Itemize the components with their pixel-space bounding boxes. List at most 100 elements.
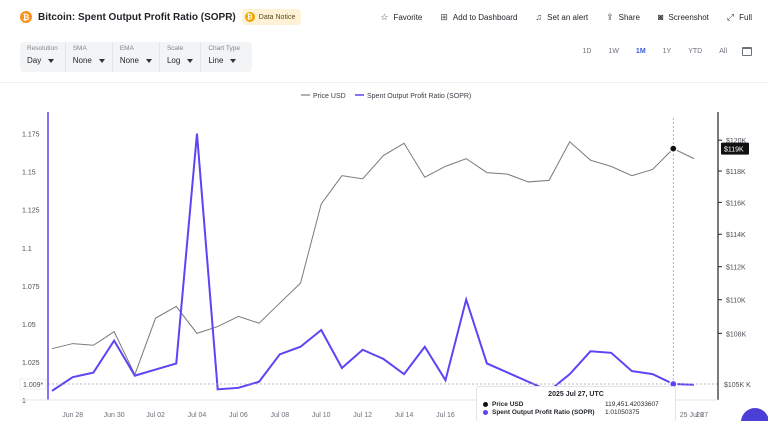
range-1w-button[interactable]: 1W — [608, 47, 619, 55]
fullscreen-label: Full — [739, 12, 752, 22]
x-tick-label: Jul 16 — [436, 412, 455, 419]
x-tick-label: Jul 10 — [312, 412, 331, 419]
chart-legend: Price USD Spent Output Profit Ratio (SOPR… — [301, 93, 471, 100]
price-dot-icon — [483, 402, 488, 407]
set-alert-label: Set an alert — [547, 12, 589, 22]
divider — [0, 82, 768, 83]
add-to-dashboard-label: Add to Dashboard — [452, 12, 518, 22]
left-tick-label: 1 — [22, 398, 26, 405]
share-button[interactable]: ⇪ Share — [606, 12, 640, 23]
chart-tooltip: 2025 Jul 27, UTC Price USD 119,451.42033… — [476, 386, 676, 421]
resolution-value: Day — [27, 56, 42, 65]
x-tick-label: Jul 08 — [270, 412, 289, 419]
scale-label: Scale — [166, 45, 184, 52]
share-label: Share — [618, 12, 640, 22]
ema-select[interactable]: EMA None — [113, 42, 160, 72]
left-tick-label: 1.175 — [22, 132, 40, 139]
left-tick-label: 1.1 — [22, 246, 32, 253]
tooltip-row-price: Price USD 119,451.42033607 — [483, 401, 669, 408]
star-icon: ☆ — [380, 11, 389, 22]
notice-icon: ₿ — [244, 12, 255, 22]
right-tick-label: $110K — [726, 298, 746, 305]
header-actions: ☆ Favorite ⊞ Add to Dashboard ♫ Set an aler… — [362, 0, 752, 34]
right-tick-label: $118K — [726, 169, 746, 176]
scale-value: Log — [166, 56, 181, 65]
legend-sopr-label: Spent Output Profit Ratio (SOPR) — [367, 93, 471, 100]
fullscreen-icon: ⤢ — [726, 11, 735, 22]
chat-button[interactable] — [741, 408, 768, 421]
set-alert-button[interactable]: ♫ Set an alert — [535, 12, 588, 22]
range-1y-button[interactable]: 1Y — [662, 47, 672, 55]
range-all-button[interactable]: All — [719, 47, 727, 55]
screenshot-button[interactable]: ◙ Screenshot — [658, 12, 709, 22]
chart-type-select[interactable]: Chart Type Line — [201, 42, 247, 72]
crosshair: 1.009* $105K K $119K — [19, 118, 751, 400]
chevron-down-icon — [48, 58, 55, 63]
x-tick-label: Jul 14 — [395, 412, 414, 419]
ema-value: None — [119, 56, 139, 65]
data-notice-label: Data Notice — [258, 13, 296, 21]
resolution-select[interactable]: Resolution Day — [20, 42, 66, 72]
page-title: Bitcoin: Spent Output Profit Ratio (SOPR… — [38, 11, 236, 23]
right-axis: $120K $118K $116K $114K $112K $110K $108K — [718, 138, 747, 338]
right-tick-label: $112K — [726, 265, 746, 272]
x-tick-label: Jul 06 — [229, 412, 248, 419]
tooltip-sopr-value: 1.01050375 — [605, 409, 640, 416]
sopr-line — [51, 133, 695, 393]
chevron-down-icon — [187, 58, 194, 63]
chart-series — [51, 133, 695, 393]
sma-label: SMA — [72, 45, 87, 52]
left-tick-label: 1.075 — [22, 284, 40, 291]
dashboard-icon: ⊞ — [440, 11, 448, 22]
ema-label: EMA — [119, 45, 134, 52]
chevron-down-icon — [145, 58, 152, 63]
x-tick-label: Jun 28 — [62, 412, 83, 419]
range-ytd-button[interactable]: YTD — [688, 47, 703, 55]
x-tick-label: 25 Jul 27 — [680, 412, 709, 419]
fullscreen-button[interactable]: ⤢ Full — [727, 12, 752, 23]
x-tick-label: Jul 02 — [146, 412, 165, 419]
camera-icon: ◙ — [658, 12, 664, 22]
chart-type-label: Chart Type — [208, 45, 241, 52]
price-usd-line — [51, 140, 695, 376]
range-1m-button[interactable]: 1M — [635, 47, 646, 55]
x-tick-label: 28 — [696, 412, 704, 419]
tooltip-row-sopr: Spent Output Profit Ratio (SOPR) 1.01050… — [483, 409, 669, 416]
tooltip-price-value: 119,451.42033607 — [605, 401, 659, 408]
left-axis: 1.175 1.15 1.125 1.1 1.075 1.05 1.025 1 — [22, 132, 40, 405]
chevron-down-icon — [230, 58, 237, 63]
favorite-button[interactable]: ☆ Favorite — [380, 12, 422, 23]
right-tick-label: $116K — [726, 200, 746, 207]
header: ₿ Bitcoin: Spent Output Profit Ratio (SO… — [0, 0, 768, 34]
sma-select[interactable]: SMA None — [66, 42, 113, 72]
chart-type-value: Line — [208, 56, 224, 65]
share-icon: ⇪ — [606, 11, 614, 22]
price-crosshair-label: $119K — [724, 147, 744, 154]
tooltip-sopr-name: Spent Output Profit Ratio (SOPR) — [492, 409, 595, 416]
calendar-icon[interactable] — [742, 46, 752, 56]
range-1d-button[interactable]: 1D — [582, 47, 592, 55]
x-tick-label: Jun 30 — [104, 412, 125, 419]
x-tick-label: Jul 04 — [188, 412, 207, 419]
left-tick-label: 1.05 — [22, 322, 36, 329]
x-tick-label: Jul 12 — [353, 412, 372, 419]
chart-controls: Resolution Day SMA None EMA None Scale L… — [20, 42, 252, 72]
resolution-label: Resolution — [27, 45, 58, 52]
chevron-down-icon — [98, 58, 105, 63]
left-crosshair-label: 1.009* — [23, 382, 44, 389]
right-tick-label: $120K — [726, 138, 747, 145]
tooltip-price-name: Price USD — [492, 401, 524, 408]
screenshot-label: Screenshot — [668, 12, 709, 22]
left-tick-label: 1.15 — [22, 170, 36, 177]
right-crosshair-label: $105K K — [724, 382, 751, 389]
data-notice-button[interactable]: ₿ Data Notice — [241, 9, 302, 25]
time-range-selector: 1D 1W 1M 1Y YTD All — [572, 42, 752, 60]
add-to-dashboard-button[interactable]: ⊞ Add to Dashboard — [440, 12, 517, 23]
favorite-label: Favorite — [393, 12, 423, 22]
price-crosshair-label-box — [721, 142, 749, 155]
left-crosshair-label-box — [19, 378, 47, 390]
scale-select[interactable]: Scale Log — [160, 42, 202, 72]
bell-icon: ♫ — [535, 12, 543, 22]
